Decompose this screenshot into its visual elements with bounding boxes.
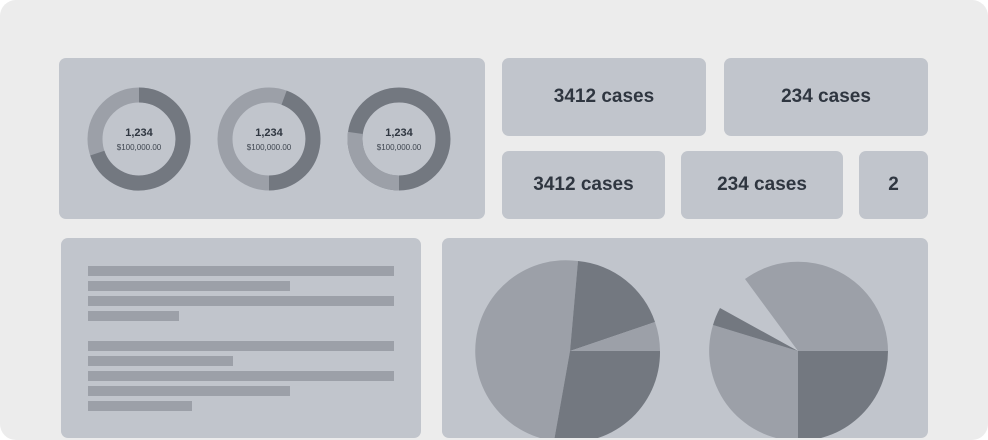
donut-1-amount: $100,000.00 xyxy=(116,142,162,152)
stat-card-bottom-right: 2 xyxy=(859,151,928,219)
text-line-placeholder xyxy=(88,371,394,381)
pie-1-slice xyxy=(475,260,578,438)
pie-2-slice xyxy=(713,308,798,351)
text-line-placeholder xyxy=(88,281,290,291)
donut-2-value: 1,234 xyxy=(255,126,283,139)
stat-card-top-right: 234 cases xyxy=(724,58,928,136)
pie-chart-panel xyxy=(442,238,928,438)
stat-card-top-left: 3412 cases xyxy=(502,58,706,136)
stat-bottom-mid-text: 234 cases xyxy=(717,174,807,195)
text-line-placeholder xyxy=(88,386,290,396)
pie-chart-1 xyxy=(475,260,661,438)
pie-2-slice xyxy=(709,325,798,438)
text-line-placeholder xyxy=(88,266,394,276)
stat-top-right-text: 234 cases xyxy=(781,86,871,107)
text-line-placeholder xyxy=(88,356,233,366)
donut-3-value: 1,234 xyxy=(385,126,413,139)
pie-2-slice xyxy=(745,261,888,351)
text-line-placeholder xyxy=(88,401,192,411)
donut-1-value: 1,234 xyxy=(125,126,153,139)
donut-1-graphic xyxy=(87,87,191,191)
pie-chart-2 xyxy=(709,261,888,438)
text-line-placeholder xyxy=(88,296,394,306)
donut-3-graphic xyxy=(347,87,451,191)
donut-2-amount: $100,000.00 xyxy=(246,142,292,152)
pie-1-slice xyxy=(554,351,661,438)
text-line-placeholder xyxy=(88,311,179,321)
donut-3-amount: $100,000.00 xyxy=(376,142,422,152)
stat-bottom-left-text: 3412 cases xyxy=(533,174,634,195)
donut-chart-2: 1,234 $100,000.00 xyxy=(217,87,321,191)
text-line-placeholder xyxy=(88,341,394,351)
donut-chart-panel: 1,234 $100,000.00 1,234 $100,000.00 xyxy=(59,58,485,219)
stat-card-bottom-mid: 234 cases xyxy=(681,151,843,219)
pie-1-slice xyxy=(570,261,655,351)
donut-chart-3: 1,234 $100,000.00 xyxy=(347,87,451,191)
stat-card-bottom-left: 3412 cases xyxy=(502,151,665,219)
pie-2-slice xyxy=(798,351,888,438)
text-list-panel xyxy=(61,238,421,438)
pie-charts-graphic xyxy=(475,260,888,438)
donut-2-graphic xyxy=(217,87,321,191)
stat-bottom-right-text: 2 xyxy=(888,174,899,195)
stat-top-left-text: 3412 cases xyxy=(553,86,655,107)
pie-1-slice xyxy=(570,322,660,351)
donut-chart-1: 1,234 $100,000.00 xyxy=(87,87,191,191)
